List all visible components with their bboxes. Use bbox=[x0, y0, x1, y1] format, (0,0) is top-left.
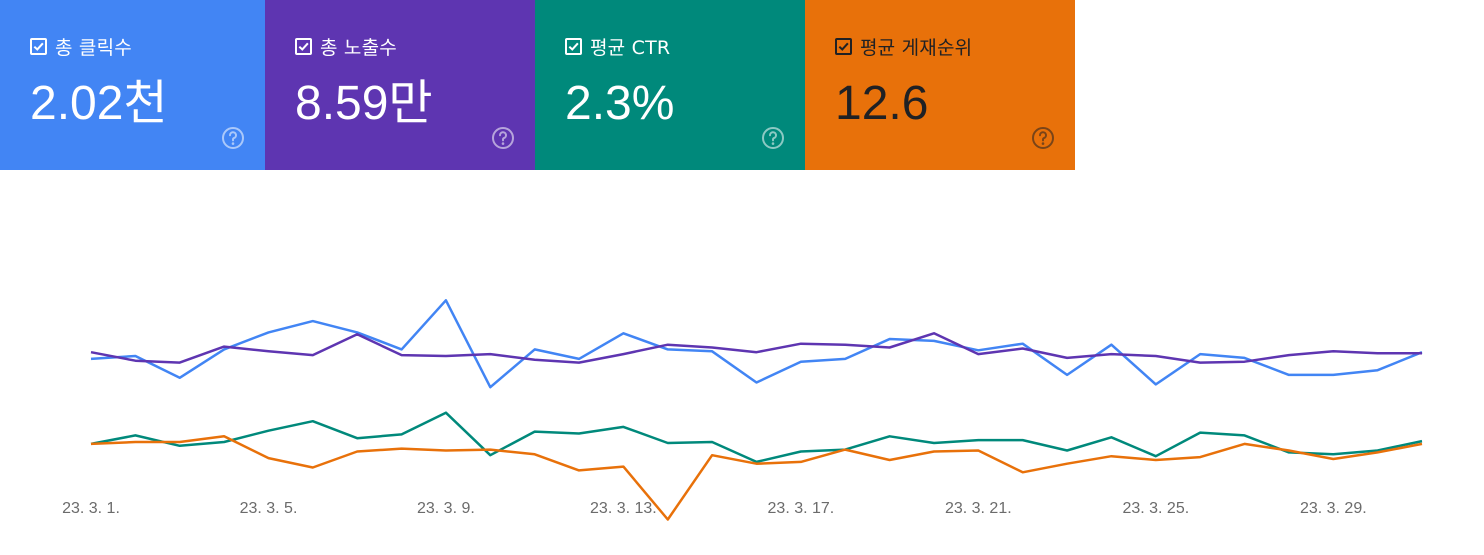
average-ctr-header: 평균 CTR bbox=[565, 33, 670, 60]
x-tick-label: 23. 3. 1. bbox=[62, 500, 120, 517]
check-icon bbox=[838, 42, 849, 51]
series-line-total-clicks bbox=[90, 299, 1423, 389]
average-position-header: 평균 게재순위 bbox=[835, 33, 972, 60]
total-clicks-header: 총 클릭수 bbox=[30, 33, 132, 60]
help-icon[interactable] bbox=[221, 126, 245, 150]
help-icon[interactable] bbox=[1031, 126, 1055, 150]
x-tick-label: 23. 3. 5. bbox=[240, 500, 298, 517]
average-ctr-value: 2.3% bbox=[565, 77, 675, 130]
x-tick-label: 23. 3. 17. bbox=[768, 500, 835, 517]
metric-cards: 총 클릭수 2.02천 총 노출수 8.59만 bbox=[0, 0, 1075, 170]
series-line-average-position bbox=[90, 435, 1423, 521]
help-icon[interactable] bbox=[491, 126, 515, 150]
check-icon bbox=[298, 42, 309, 51]
total-clicks-label: 총 클릭수 bbox=[55, 37, 132, 59]
series-line-average-ctr bbox=[90, 411, 1423, 464]
series-line-total-impressions bbox=[90, 332, 1422, 364]
total-clicks-checkbox[interactable] bbox=[30, 38, 47, 55]
total-impressions-checkbox[interactable] bbox=[295, 38, 312, 55]
total-impressions-label: 총 노출수 bbox=[320, 37, 397, 59]
x-tick-label: 23. 3. 25. bbox=[1122, 500, 1189, 517]
x-axis-ticks: 23. 3. 1. 23. 3. 5. 23. 3. 9. 23. 3. 13. 23.… bbox=[62, 500, 1367, 517]
x-tick-label: 23. 3. 29. bbox=[1300, 500, 1367, 517]
average-ctr-label: 평균 CTR bbox=[590, 37, 671, 59]
chart-lines bbox=[90, 299, 1423, 521]
average-ctr-card[interactable]: 평균 CTR 2.3% bbox=[535, 0, 805, 170]
x-tick-label: 23. 3. 13. bbox=[590, 500, 657, 517]
total-clicks-value: 2.02천 bbox=[30, 77, 168, 130]
average-position-checkbox[interactable] bbox=[835, 38, 852, 55]
help-icon[interactable] bbox=[761, 126, 785, 150]
total-impressions-card[interactable]: 총 노출수 8.59만 bbox=[265, 0, 535, 170]
x-tick-label: 23. 3. 9. bbox=[417, 500, 475, 517]
total-clicks-card[interactable]: 총 클릭수 2.02천 bbox=[0, 0, 265, 170]
average-position-card[interactable]: 평균 게재순위 12.6 bbox=[805, 0, 1075, 170]
performance-line-chart: 23. 3. 1. 23. 3. 5. 23. 3. 9. 23. 3. 13. 23.… bbox=[62, 299, 1423, 521]
total-impressions-value: 8.59만 bbox=[295, 77, 433, 130]
average-position-label: 평균 게재순위 bbox=[860, 37, 973, 59]
x-tick-label: 23. 3. 21. bbox=[945, 500, 1012, 517]
check-icon bbox=[33, 42, 44, 51]
check-icon bbox=[568, 42, 579, 51]
total-impressions-header: 총 노출수 bbox=[295, 33, 397, 60]
average-ctr-checkbox[interactable] bbox=[565, 38, 582, 55]
average-position-value: 12.6 bbox=[835, 77, 929, 130]
